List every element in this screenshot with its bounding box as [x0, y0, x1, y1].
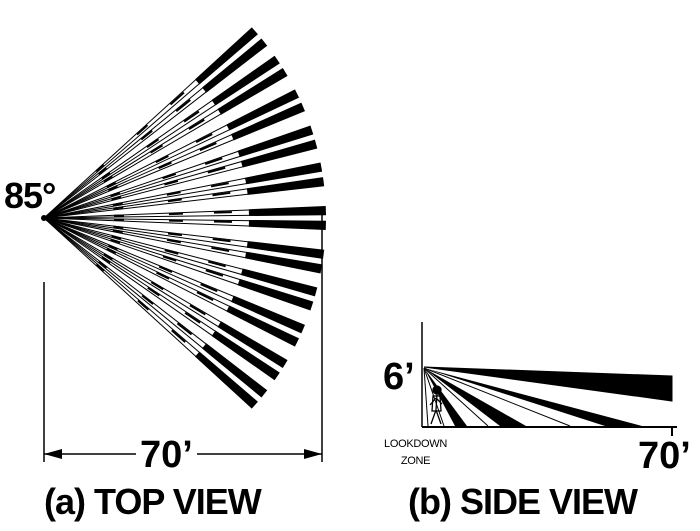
side-beam-edge-4	[423, 367, 429, 427]
fan-beam	[43, 206, 326, 219]
fan-beam	[43, 38, 268, 219]
fan-origin	[41, 215, 47, 221]
side-view	[421, 322, 677, 436]
coverage-angle-label: 85°	[4, 175, 56, 216]
side-beam-mid	[424, 368, 642, 426]
dimension-arrow-left	[44, 449, 62, 459]
top-view-width-label: 70’	[136, 436, 197, 474]
fan-beam	[43, 217, 268, 398]
fan-beam	[43, 217, 318, 297]
fan-beam	[43, 217, 325, 259]
fan-beam	[43, 89, 300, 219]
fan-beam	[43, 125, 314, 219]
fan-beam	[43, 67, 288, 219]
fan-beam	[43, 217, 314, 311]
fan-beam	[43, 55, 280, 219]
fan-beam	[43, 217, 300, 347]
zone-text: ZONE	[400, 455, 431, 468]
top-view-fan	[41, 27, 326, 409]
person-icon	[429, 385, 443, 425]
fan-beam	[43, 162, 323, 219]
side-beam-near	[424, 368, 526, 426]
fan-beam	[43, 217, 258, 409]
side-beam-edge-3	[423, 367, 445, 427]
fan-beam	[43, 217, 280, 381]
fan-beam	[43, 139, 318, 219]
dimension-arrow-right	[304, 449, 322, 459]
fan-beam	[43, 217, 323, 274]
side-beam-edge-2	[423, 367, 489, 427]
side-beam-edge-1	[423, 367, 571, 427]
fan-beam	[43, 102, 305, 219]
lookdown-text: LOOKDOWN	[384, 438, 447, 450]
fan-beam	[43, 217, 305, 334]
side-view-caption: (b) SIDE VIEW	[408, 481, 638, 522]
mount-height-label: 6’	[383, 356, 415, 398]
fan-beam	[43, 177, 325, 219]
fan-beam	[43, 217, 288, 369]
side-beam-lookdown	[424, 368, 467, 426]
lookdown-zone-label: LOOKDOWN ZONE	[384, 436, 447, 470]
top-view-caption: (a) TOP VIEW	[44, 481, 262, 522]
side-beam-far-outline	[423, 366, 673, 402]
side-view-range-label: 70’	[638, 435, 691, 477]
fan-beam	[43, 217, 326, 230]
fan-beam	[43, 27, 258, 219]
